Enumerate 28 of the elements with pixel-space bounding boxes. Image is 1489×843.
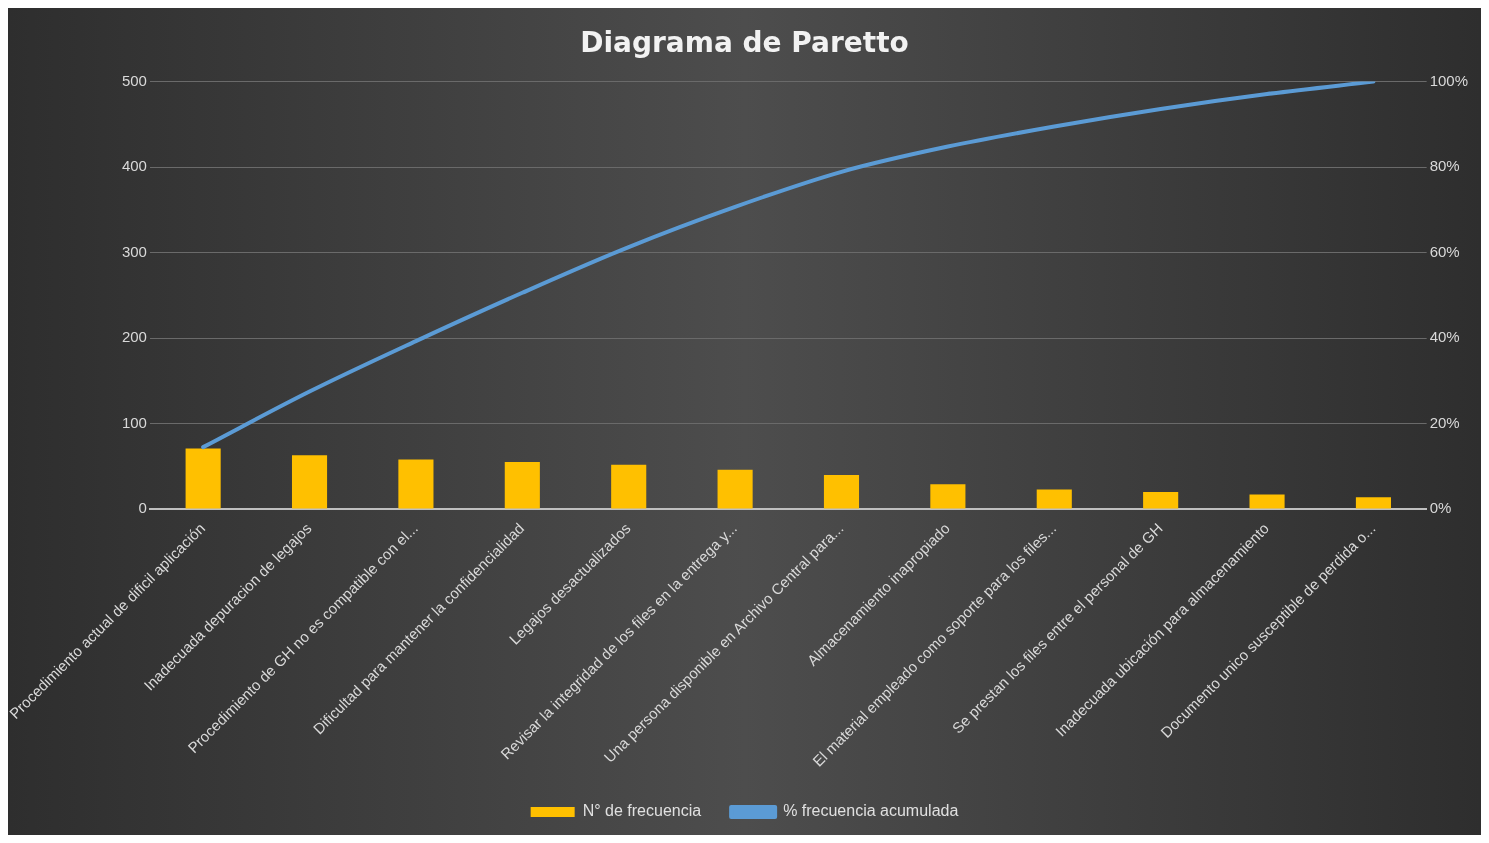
bar: [1249, 494, 1285, 509]
y2-tick-label: 100%: [1429, 71, 1469, 89]
y2-tick-label: 60%: [1429, 242, 1460, 260]
line-series: [201, 81, 1376, 450]
chart-title: Diagrama de Paretto: [580, 26, 909, 60]
bar: [823, 474, 860, 509]
bar: [185, 448, 221, 509]
bar: [1143, 492, 1179, 509]
bar: [611, 464, 647, 509]
y-tick-label: 300: [121, 242, 147, 260]
bar: [504, 462, 540, 509]
bar: [291, 455, 328, 509]
legend-label: % frecuencia acumulada: [783, 802, 959, 820]
bar: [1036, 489, 1072, 509]
y2-tick-label: 40%: [1429, 328, 1460, 346]
y2-tick-label: 20%: [1429, 413, 1460, 431]
y2-tick-label: 80%: [1429, 157, 1460, 175]
bar: [1355, 497, 1391, 509]
bar: [398, 459, 434, 509]
y-tick-label: 400: [121, 157, 147, 175]
bar: [930, 484, 966, 509]
y-tick-label: 500: [121, 71, 147, 89]
y2-tick-label: 0%: [1429, 499, 1452, 517]
y-tick-label: 100: [121, 413, 147, 431]
legend-label: N° de frecuencia: [582, 802, 702, 820]
bar: [717, 469, 753, 509]
y-tick-label: 0: [138, 499, 147, 517]
y-tick-label: 200: [121, 328, 147, 346]
